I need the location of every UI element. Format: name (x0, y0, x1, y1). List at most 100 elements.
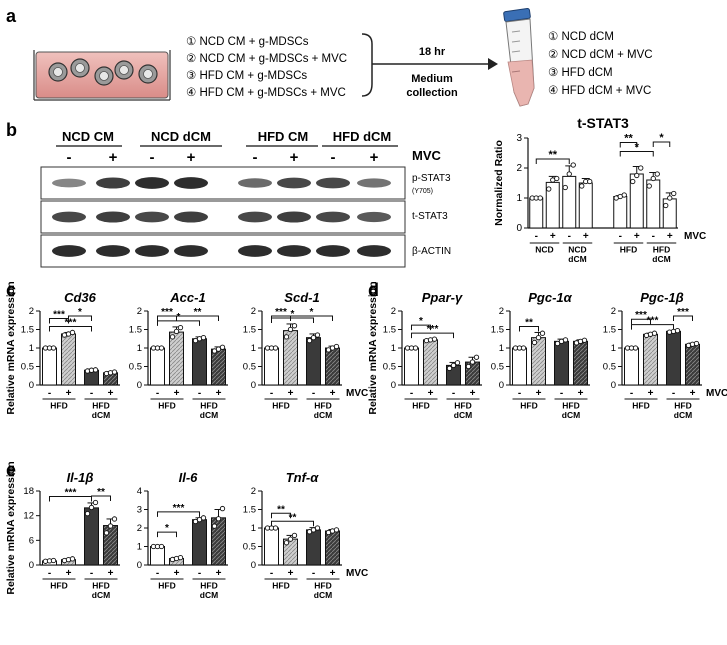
bar (211, 348, 226, 386)
data-point (291, 323, 298, 329)
chart-t-stat3: t-STAT3 0 1 2 3 Normalized Ratio - + - + - + - + NCD NC… (493, 115, 706, 264)
data-point (111, 369, 118, 375)
y-tick-label: 1 (499, 343, 504, 354)
p-stat3-band (96, 177, 130, 189)
data-point (566, 171, 572, 177)
bar (423, 339, 438, 386)
bar (685, 343, 700, 386)
y-tick-label: 0.5 (243, 542, 256, 553)
data-point (291, 532, 298, 539)
data-point (651, 330, 658, 336)
group-label: HFD (50, 581, 67, 591)
data-point (107, 523, 114, 529)
y-tick-label: 1.5 (491, 325, 504, 336)
bar (84, 507, 99, 566)
y-tick-label: 0 (611, 380, 616, 391)
bar (643, 333, 658, 386)
y-axis-label: Relative mRNA expression (5, 461, 17, 594)
significance-stars: ** (97, 487, 105, 498)
y-tick-label: 1.5 (129, 325, 142, 336)
significance-bracket (157, 320, 200, 326)
significance-bracket (673, 315, 693, 321)
significance-stars: ** (525, 317, 533, 328)
mvc-sign: + (470, 388, 476, 399)
mvc-sign: - (560, 388, 563, 399)
mvc-sign: + (288, 568, 294, 579)
mvc-sign: + (216, 568, 222, 579)
group-label: HFD (632, 401, 649, 411)
y-tick-label: 1 (251, 523, 256, 534)
significance-bracket (519, 325, 539, 332)
mvc-sign: + (634, 231, 640, 242)
significance-stars: *** (635, 310, 647, 321)
data-point (654, 171, 660, 177)
p-stat3-band (52, 178, 86, 188)
mvc-sign: + (288, 388, 294, 399)
mvc-label: MVC (684, 231, 706, 242)
data-point (454, 360, 461, 366)
data-point (535, 334, 542, 341)
group-label: HFD (454, 401, 471, 411)
t-stat3-band (135, 211, 169, 223)
mvc-sign: - (535, 231, 538, 242)
group-label: dCM (200, 590, 218, 600)
mvc-sign: - (270, 568, 273, 579)
mvc-sign: - (410, 388, 413, 399)
chart-title: Il-6 (179, 470, 199, 485)
t-stat3-band (238, 211, 272, 223)
mvc-sign: + (108, 388, 114, 399)
significance-bracket (631, 318, 651, 325)
group-label: dCM (200, 410, 218, 420)
blot-mvc-sign: + (187, 149, 196, 166)
data-point (570, 162, 576, 168)
data-point (310, 334, 317, 341)
mvc-sign: + (536, 388, 542, 399)
mvc-sign: - (518, 388, 521, 399)
panel-label-e: e (6, 460, 16, 480)
group-label: dCM (454, 410, 472, 420)
significance-bracket (157, 511, 200, 517)
data-point (200, 334, 207, 341)
data-point (562, 337, 569, 343)
y-tick-label: 1.5 (383, 325, 396, 336)
mvc-sign: + (648, 388, 654, 399)
bar (325, 530, 340, 566)
collection-line-1: Medium (411, 73, 453, 85)
mvc-sign: + (330, 388, 336, 399)
data-point (50, 345, 57, 351)
mvc-label: MVC (346, 568, 368, 579)
output-4: ④ HFD dCM + MVC (548, 85, 651, 97)
bar (61, 333, 76, 386)
panel-label-a: a (6, 6, 17, 26)
incubation-time: 18 hr (419, 46, 446, 58)
group-label: HFD (314, 401, 331, 411)
blot-row-p-stat3-site: (Y705) (412, 188, 433, 195)
significance-bracket (91, 495, 111, 501)
y-tick-label: 1 (251, 343, 256, 354)
data-point (219, 505, 226, 512)
significance-stars: *** (65, 488, 77, 499)
group-label: HFD (653, 245, 670, 255)
y-tick-label: 0 (29, 560, 34, 571)
significance-bracket (619, 142, 638, 148)
mdsc-cells (48, 58, 158, 86)
group-label: dCM (92, 590, 110, 600)
western-blot: NCD CM NCD dCM HFD CM HFD dCM - + - + - + - + M… (40, 129, 451, 268)
significance-bracket (619, 151, 654, 157)
data-point (650, 175, 656, 182)
collection-line-2: collection (406, 87, 458, 99)
group-label: HFD (272, 581, 289, 591)
data-point (579, 183, 585, 189)
data-point (562, 184, 568, 191)
data-point (314, 525, 321, 531)
data-point (469, 359, 476, 365)
significance-stars: *** (647, 316, 659, 327)
significance-bracket (176, 315, 219, 321)
mvc-sign: - (198, 568, 201, 579)
data-point (446, 365, 453, 371)
y-tick-label: 2 (391, 306, 396, 317)
group-label: HFD (200, 581, 217, 591)
